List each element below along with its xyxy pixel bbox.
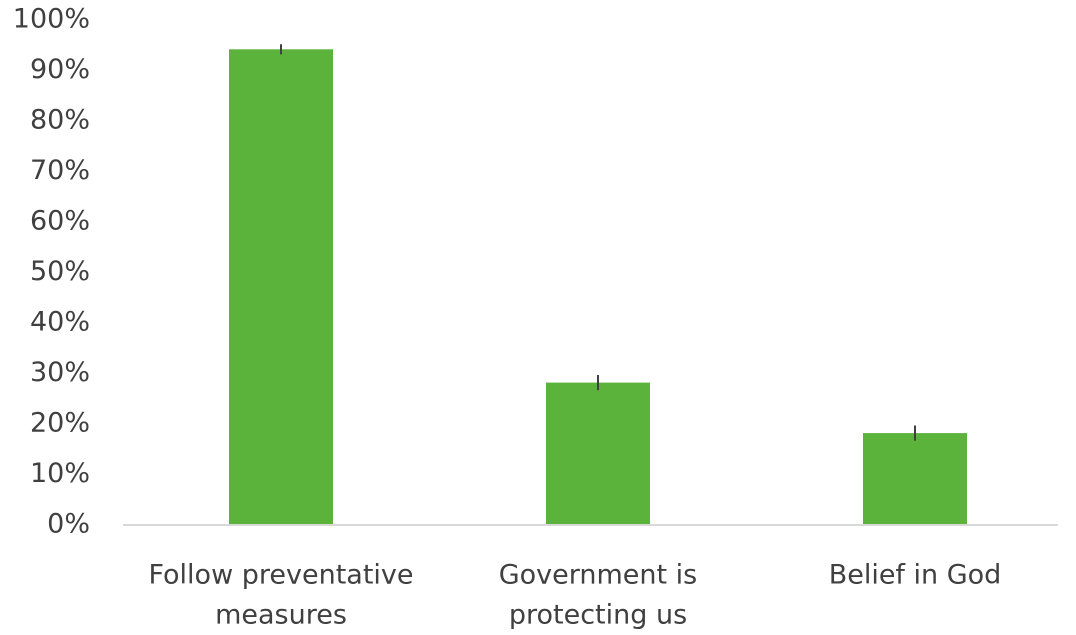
category-label: Government is protecting us <box>499 560 698 631</box>
y-tick-label: 30% <box>30 357 90 388</box>
y-tick-label: 40% <box>30 307 90 338</box>
y-tick-label: 70% <box>30 155 90 186</box>
category-label: Belief in God <box>829 560 1002 591</box>
category-label-line: measures <box>215 600 347 631</box>
category-label-line: Belief in God <box>829 560 1002 591</box>
y-tick-label: 90% <box>30 54 90 85</box>
category-label-line: Government is <box>499 560 698 591</box>
y-tick-label: 100% <box>13 4 90 35</box>
category-labels: Follow preventative measures Government is… <box>148 560 1001 631</box>
y-tick-label: 20% <box>30 408 90 439</box>
category-label-line: protecting us <box>509 600 687 631</box>
y-tick-label: 80% <box>30 105 90 136</box>
category-label-line: Follow preventative <box>148 560 413 591</box>
bars <box>229 49 967 525</box>
bar <box>546 382 650 524</box>
y-tick-label: 0% <box>47 509 90 540</box>
y-tick-label: 60% <box>30 206 90 237</box>
y-axis-tick-labels: 0% 10% 20% 30% 40% 50% 60% 70% 80% 90% 100% <box>13 4 90 540</box>
y-tick-label: 50% <box>30 256 90 287</box>
category-label: Follow preventative measures <box>148 560 413 631</box>
error-bars <box>280 44 916 441</box>
bar <box>229 49 333 525</box>
y-tick-label: 10% <box>30 458 90 489</box>
bar <box>863 433 967 524</box>
